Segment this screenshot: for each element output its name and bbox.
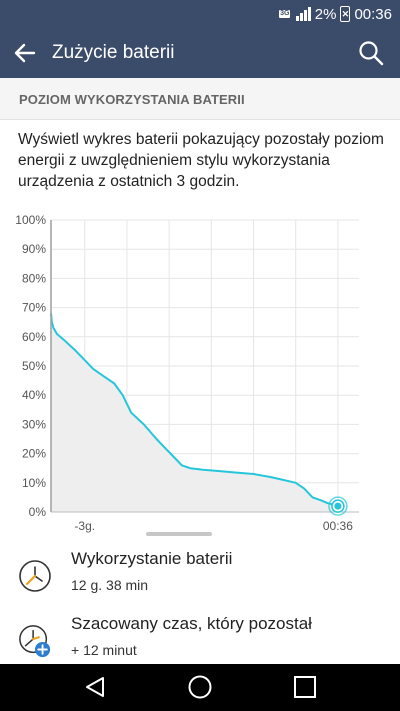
chart-y-tick-label: 20% <box>22 447 46 461</box>
chart-y-tick-label: 30% <box>22 417 46 431</box>
battery-critical-icon: ✕ <box>340 6 351 22</box>
chart-y-tick-label: 50% <box>22 359 46 373</box>
chart-area-fill <box>51 313 338 512</box>
chart-x-axis-labels: -3g. 00:36 <box>74 519 353 533</box>
page-title: Zużycie baterii <box>52 42 175 63</box>
chart-y-tick-label: 60% <box>22 330 46 344</box>
chart-y-tick-label: 40% <box>22 388 46 402</box>
toolbar: Zużycie baterii <box>0 28 400 78</box>
square-recents-icon <box>294 676 316 698</box>
marker-dot <box>334 502 342 510</box>
signal-strength-icon <box>295 7 311 21</box>
chart-y-tick-label: 80% <box>22 271 46 285</box>
section-header: POZIOM WYKORZYSTANIA BATERII <box>0 78 400 120</box>
clock-plus-icon <box>19 625 51 658</box>
search-icon <box>359 41 384 66</box>
battery-usage-value: 12 g. 38 min <box>71 577 149 593</box>
nav-back-button[interactable] <box>78 672 112 702</box>
arrow-left-icon <box>14 43 36 63</box>
clock-icon <box>19 560 51 592</box>
back-button[interactable] <box>8 36 42 70</box>
battery-percent: 2% <box>314 5 337 23</box>
chart-y-tick-label: 70% <box>22 301 46 315</box>
navigation-bar <box>0 664 400 711</box>
nav-home-button[interactable] <box>183 672 217 702</box>
network-3g-icon: 3G <box>278 5 292 23</box>
circle-home-icon <box>188 675 212 699</box>
estimated-remaining-value: + 12 minut <box>71 642 137 658</box>
chart-description: Wyświetl wykres baterii pokazujący pozos… <box>18 131 384 190</box>
triangle-back-icon <box>86 677 104 697</box>
search-button[interactable] <box>354 36 388 70</box>
estimated-remaining-row[interactable]: Szacowany czas, który pozostał + 12 minu… <box>0 614 400 680</box>
chart-series-line <box>50 313 339 508</box>
chart-y-tick-label: 10% <box>22 476 46 490</box>
current-level-marker <box>328 496 348 516</box>
chart-y-axis-labels: 100% 90% 80% 70% 60% 50% 40% 30% 20% 10% 0% <box>15 213 46 519</box>
status-time: 00:36 <box>354 5 392 23</box>
nav-recents-button[interactable] <box>288 672 322 702</box>
chart-x-tick-label: 00:36 <box>323 519 353 533</box>
battery-usage-row[interactable]: Wykorzystanie baterii 12 g. 38 min <box>0 549 400 615</box>
chart-y-tick-label: 0% <box>29 505 47 519</box>
marker-outer-ring <box>328 496 348 516</box>
status-bar: 3G 2% ✕ 00:36 <box>0 0 400 28</box>
network-badge: 3G <box>279 10 291 18</box>
chart-y-tick-label: 90% <box>22 242 46 256</box>
chart-x-tick-label: -3g. <box>74 519 95 533</box>
chart-scroll-indicator[interactable] <box>146 532 212 536</box>
section-title: POZIOM WYKORZYSTANIA BATERII <box>19 92 245 107</box>
battery-usage-title: Wykorzystanie baterii <box>71 549 233 568</box>
chart-y-tick-label: 100% <box>15 213 46 227</box>
estimated-remaining-title: Szacowany czas, który pozostał <box>71 614 312 633</box>
battery-level-chart: 100% 90% 80% 70% 60% 50% 40% 30% 20% 10% 0% -3g. 00… <box>15 213 359 536</box>
